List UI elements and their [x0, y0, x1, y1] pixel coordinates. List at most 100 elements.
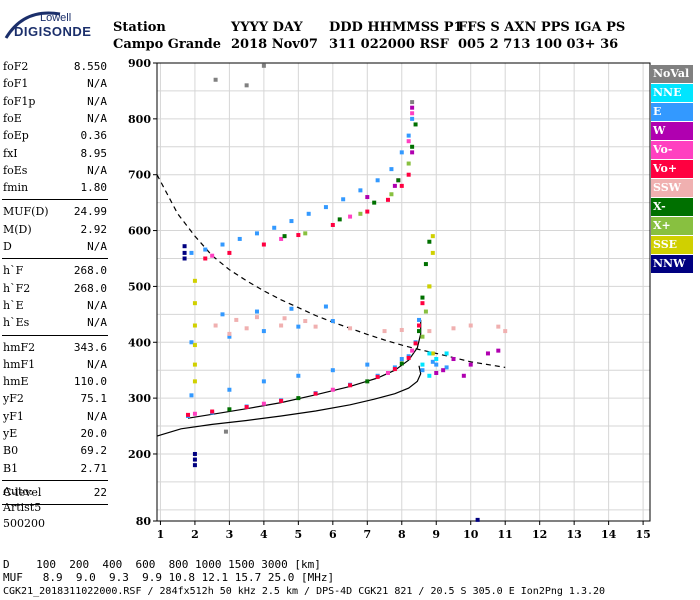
echo-point: [306, 211, 311, 216]
echo-point: [389, 167, 394, 172]
echo-point: [227, 250, 232, 255]
legend-item: W: [651, 122, 693, 140]
header-station-value: Campo Grande: [113, 37, 221, 52]
echo-point: [430, 234, 435, 239]
param-value: N/A: [87, 77, 107, 91]
echo-point: [192, 362, 197, 367]
x-tick-label: 5: [295, 528, 303, 541]
echo-point: [261, 63, 266, 68]
param-value: N/A: [87, 409, 107, 423]
echo-point: [430, 250, 435, 255]
auto-label: Auto:: [3, 485, 33, 498]
param-separator: [2, 258, 108, 260]
header-ffs-value: 005 2 713 100 03+ 36: [458, 37, 619, 52]
echo-point: [417, 323, 422, 328]
echo-point: [410, 111, 415, 116]
echo-point: [330, 222, 335, 227]
profile-curve: [156, 365, 422, 437]
echo-point: [406, 355, 411, 360]
echo-point: [189, 393, 194, 398]
param-key: D: [3, 240, 12, 253]
echo-point: [227, 407, 232, 412]
echo-point: [323, 304, 328, 309]
param-key: foF1: [3, 77, 29, 91]
echo-point: [182, 250, 187, 255]
echo-point: [430, 359, 435, 364]
echo-point: [358, 211, 363, 216]
param-row: C-level 22: [3, 484, 107, 502]
param-row: foEp 0.36: [3, 127, 107, 145]
legend-item: Vo-: [651, 141, 693, 159]
echo-point: [341, 197, 346, 202]
x-tick-label: 3: [226, 528, 234, 541]
echo-point: [296, 324, 301, 329]
echo-point: [203, 247, 208, 252]
echo-point: [223, 429, 228, 434]
x-tick-label: 10: [463, 528, 479, 541]
echo-point: [399, 327, 404, 332]
y-tick-label: 500: [128, 280, 151, 293]
echo-point: [423, 262, 428, 267]
legend-item: SSE: [651, 236, 693, 254]
x-tick-label: 1: [157, 528, 165, 541]
echo-point: [330, 319, 335, 324]
x-tick-label: 8: [398, 528, 406, 541]
echo-point: [303, 231, 308, 236]
distance-row: D 100 200 400 600 800 1000 1500 3000 [km…: [3, 558, 321, 571]
echo-point: [434, 370, 439, 375]
echo-point: [468, 362, 473, 367]
param-row: h`Es N/A: [3, 314, 107, 332]
muf-dashed-curve: [156, 174, 506, 368]
echo-point: [210, 253, 215, 258]
param-value: 75.1: [80, 392, 108, 406]
param-value: 8.550: [73, 60, 107, 73]
echo-point: [399, 357, 404, 362]
header-date-value: 2018 Nov07: [231, 37, 318, 52]
echo-point: [420, 301, 425, 306]
param-key: fxI: [3, 146, 18, 160]
echo-point: [434, 362, 439, 367]
y-tick-label: 400: [128, 336, 151, 349]
echo-point: [427, 239, 432, 244]
param-value: 8.95: [80, 146, 108, 160]
param-row: yE 20.0: [3, 425, 107, 443]
echo-point: [220, 312, 225, 317]
echo-point: [420, 362, 425, 367]
echo-point: [420, 295, 425, 300]
param-value: 2.92: [80, 222, 108, 236]
echo-point: [420, 368, 425, 373]
echo-point: [210, 409, 215, 414]
param-key: h`E: [3, 298, 24, 312]
echo-point: [192, 411, 197, 416]
echo-point: [237, 236, 242, 241]
echo-point: [192, 323, 197, 328]
x-tick-label: 14: [601, 528, 617, 541]
param-row: D N/A: [3, 238, 107, 256]
echo-point: [254, 315, 259, 320]
echo-point: [485, 351, 490, 356]
echo-point: [282, 316, 287, 321]
legend-item: Vo+: [651, 160, 693, 178]
echo-point: [417, 329, 422, 334]
param-key: foF1p: [3, 94, 36, 108]
echo-point: [244, 83, 249, 88]
echo-point: [461, 373, 466, 378]
echo-point: [406, 139, 411, 144]
echo-point: [417, 317, 422, 322]
param-key: h`Es: [3, 316, 30, 330]
echo-point: [296, 396, 301, 401]
echo-point: [244, 405, 249, 410]
echo-point: [434, 357, 439, 362]
param-key: B0: [3, 444, 19, 458]
auto-code: 500200: [3, 517, 45, 530]
legend-item: NNE: [651, 84, 693, 102]
echo-point: [389, 192, 394, 197]
y-tick-label: 600: [128, 225, 151, 238]
param-value: 20.0: [80, 427, 108, 440]
echo-point: [399, 183, 404, 188]
echo-point: [330, 368, 335, 373]
header-date-label: YYYY DAY: [231, 20, 303, 35]
echo-point: [330, 387, 335, 392]
echo-point: [189, 250, 194, 255]
